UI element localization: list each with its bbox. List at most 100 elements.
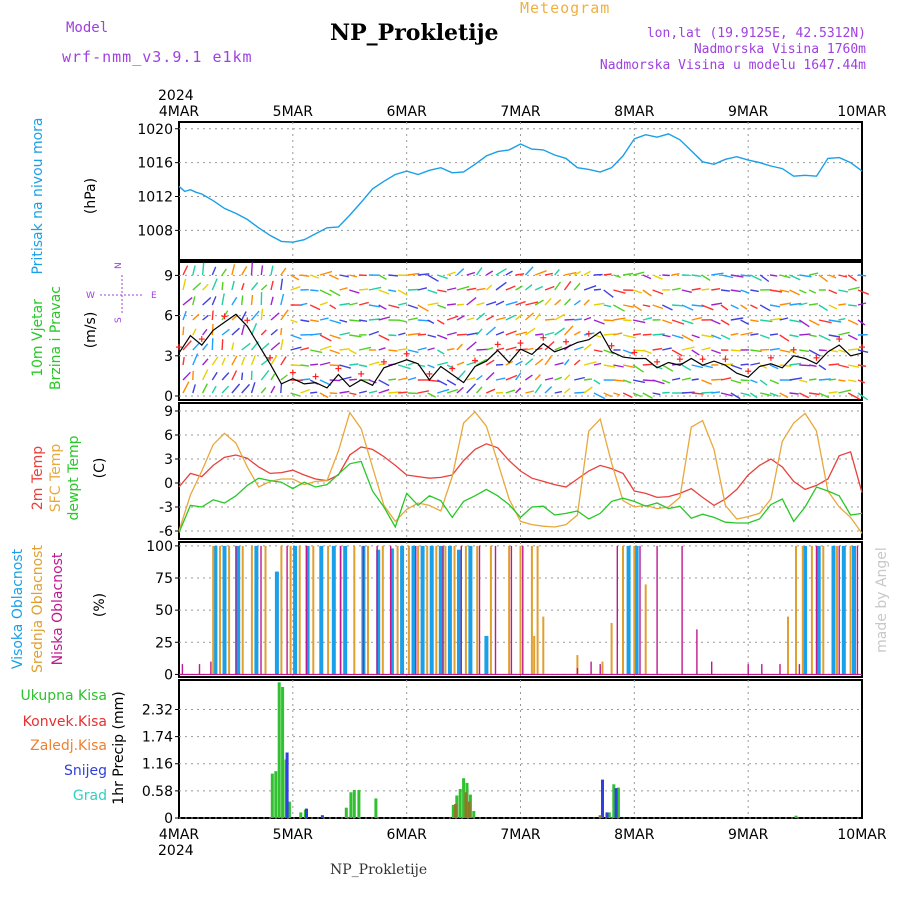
wind-arrow (799, 349, 810, 353)
precip-bar (285, 752, 289, 818)
wind-arrow (818, 364, 827, 371)
cloud-bar (464, 545, 467, 675)
wind-arrow (358, 346, 372, 351)
wind-arrow (436, 349, 445, 355)
wind-arrow (603, 364, 616, 368)
watermark: made by Angel (874, 547, 890, 653)
wind-arrow (642, 349, 652, 355)
wind-arrow (740, 379, 750, 382)
ylabel-sfc: SFC Temp (48, 444, 64, 513)
wind-arrow (339, 332, 350, 336)
wind-arrow (574, 391, 586, 394)
wind-arrow (681, 364, 692, 371)
cloud-bar (476, 545, 479, 675)
wind-arrow (339, 364, 351, 369)
wind-arrow (642, 274, 652, 280)
wind-arrow (632, 319, 646, 324)
wind-arrow (623, 304, 634, 308)
wind-arrow (671, 334, 684, 339)
wind-arrow (524, 284, 533, 291)
wind-arrow (349, 319, 362, 322)
wind-arrow (260, 387, 267, 394)
wind-arrow (319, 334, 332, 342)
wind-arrow (300, 347, 310, 351)
elevation-label: Nadmorska Visina 1760m (693, 42, 866, 57)
cloud-bar (331, 545, 336, 675)
wind-arrow (407, 376, 417, 381)
cloud-bar (460, 545, 462, 675)
wind-arrow (388, 304, 400, 309)
wind-arrow (603, 273, 612, 276)
wind-arrow (358, 301, 369, 306)
wind-arrow (808, 303, 819, 306)
wind-arrow (495, 268, 507, 276)
wind-arrow (828, 274, 837, 279)
precip-bar (607, 812, 611, 818)
wind-arrow (681, 334, 694, 342)
wind-arrow (221, 385, 230, 394)
wind-arrow (319, 345, 332, 351)
wind-arrow (231, 264, 236, 276)
wind-arrow (300, 302, 308, 306)
wind-arrow (211, 323, 214, 336)
wind-arrow (593, 362, 602, 366)
wind-arrow (358, 390, 367, 394)
wind-arrow (642, 289, 652, 297)
wind-arrow (280, 267, 287, 276)
wind-arrow (349, 302, 358, 306)
wind-arrow (750, 362, 761, 366)
wind-arrow (593, 319, 605, 325)
wind-arrow (436, 319, 445, 325)
wind-arrow (202, 328, 208, 336)
wind-arrow (466, 297, 477, 306)
wind-arrow (701, 391, 714, 394)
ylabel-dewpt: dewpt Temp (66, 435, 82, 520)
wind-arrow (711, 302, 723, 306)
wind-arrow (201, 369, 209, 381)
wind-arrow (701, 274, 711, 281)
wind-arrow (378, 334, 390, 341)
wind-arrow (769, 317, 782, 321)
wind-arrow (270, 342, 281, 351)
wind-arrow (466, 287, 477, 291)
wind-arrow (564, 318, 575, 321)
wind-arrow (750, 349, 762, 353)
wind-arrow (388, 391, 402, 394)
wind-arrow (622, 379, 632, 384)
wind-arrow (475, 267, 483, 276)
cloud-bar (816, 545, 821, 675)
wind-arrow (799, 289, 807, 294)
wind-arrow (623, 272, 634, 276)
wind-arrow (319, 289, 332, 297)
wind-arrow (563, 358, 570, 366)
wind-arrow (466, 271, 476, 276)
wind-arrow (798, 319, 810, 328)
precip-bar (614, 788, 618, 818)
wind-arrow (632, 392, 642, 398)
cloud-bar (815, 545, 818, 675)
wind-arrow (280, 278, 284, 291)
wind-arrow (349, 289, 360, 294)
wind-arrow (456, 285, 470, 291)
cloud-bar (747, 664, 749, 675)
wind-arrow (769, 347, 780, 351)
lonlat-label: lon,lat (19.9125E, 42.5312N) (646, 26, 866, 41)
wind-arrow (309, 304, 321, 311)
wind-arrow (818, 319, 832, 324)
wind-arrow (593, 392, 606, 400)
ylabel-pressure-unit: (hPa) (83, 178, 99, 214)
wind-arrow (760, 319, 773, 323)
cloud-bar (260, 545, 262, 675)
wind-arrow (661, 364, 674, 372)
cloud-bar (576, 668, 579, 675)
wind-arrow (231, 355, 238, 366)
wind-arrow (730, 332, 739, 336)
wind-arrow (231, 280, 235, 291)
ylabel-cloud-unit: (%) (92, 593, 108, 617)
wind-arrow (818, 334, 831, 342)
cloud-bar (779, 664, 781, 675)
cloud-bar (644, 584, 647, 675)
meteogram-label: Meteogram (520, 0, 611, 17)
wind-arrow (818, 274, 829, 283)
